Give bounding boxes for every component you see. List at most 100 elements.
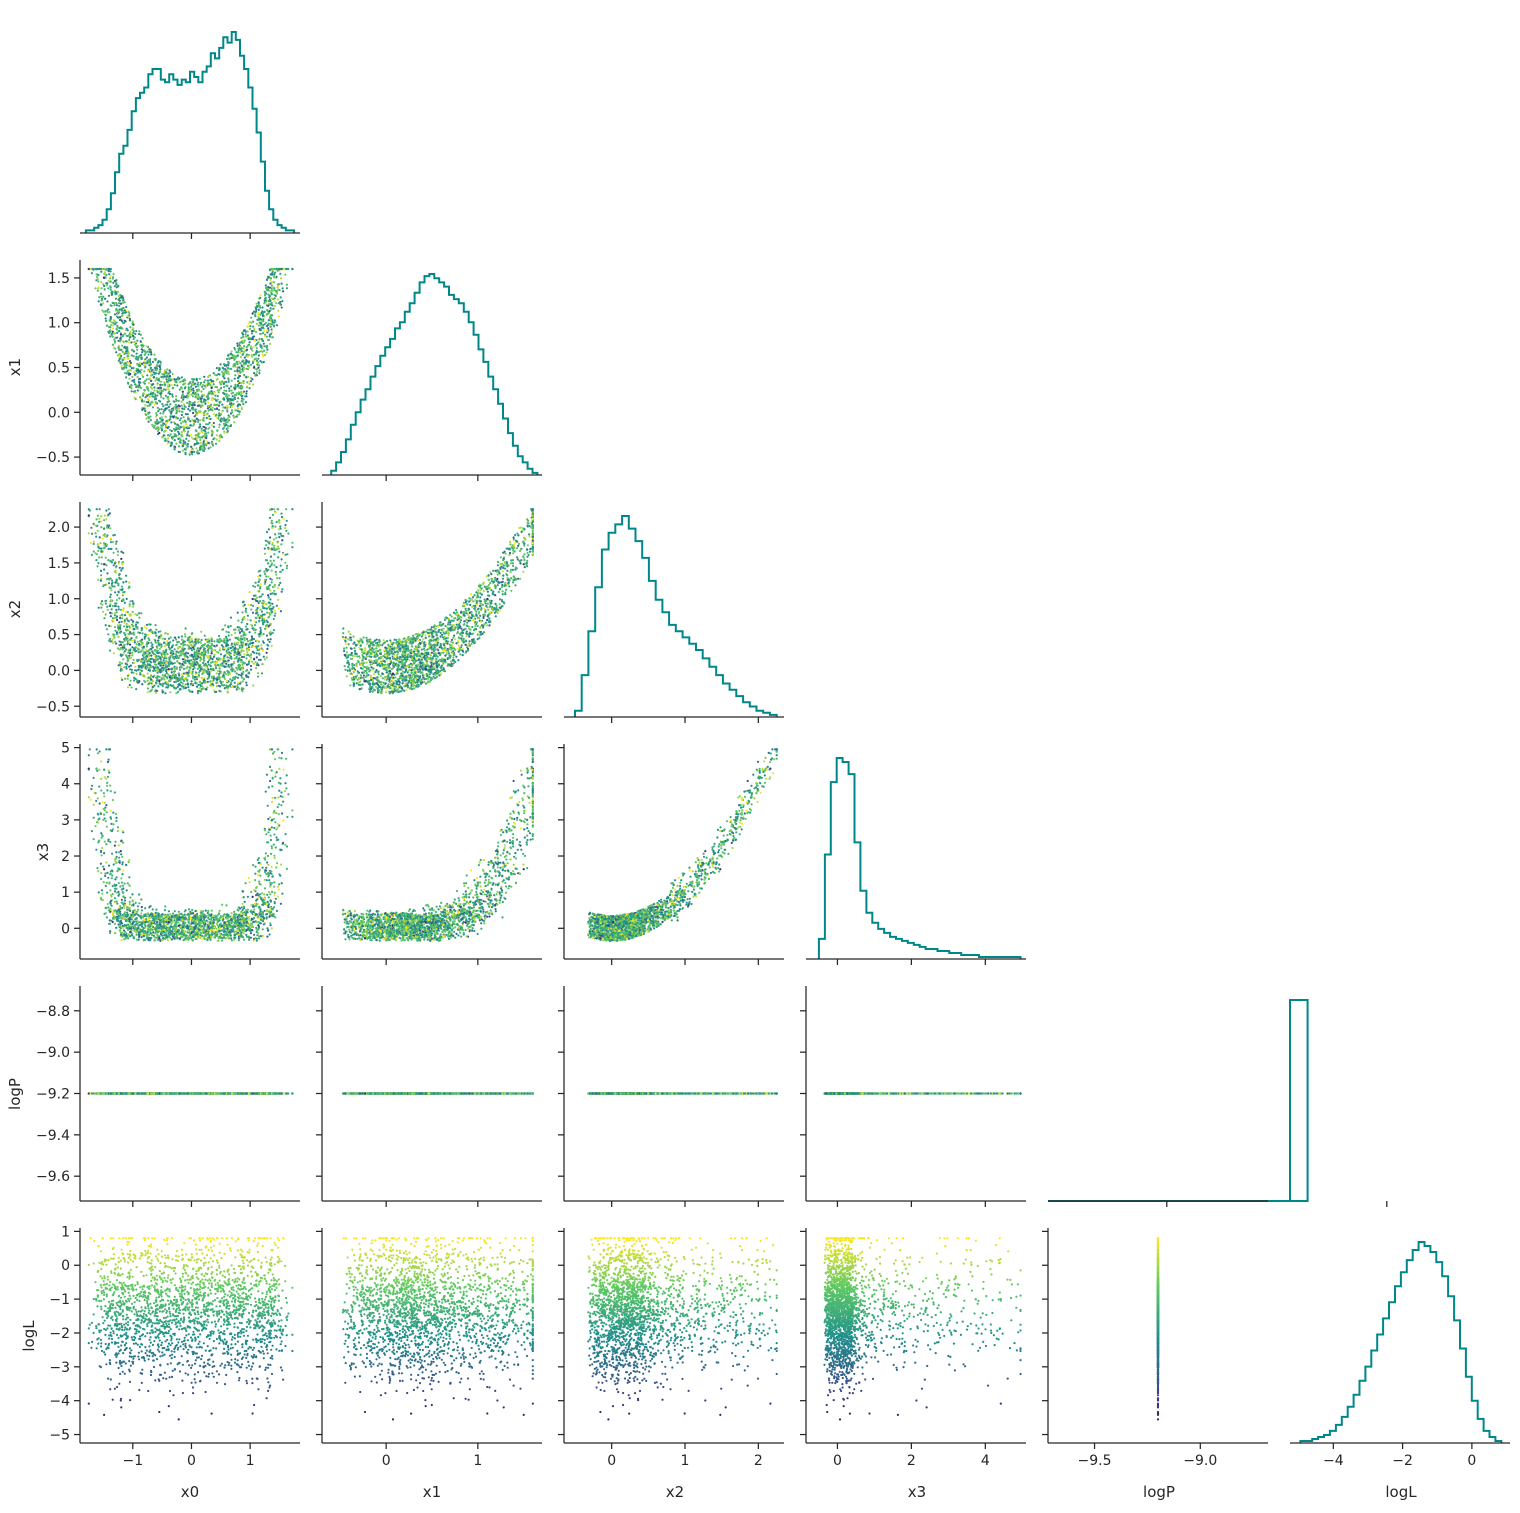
point [271, 289, 273, 291]
point [185, 627, 187, 629]
point [257, 645, 259, 647]
point [237, 404, 239, 406]
point [93, 541, 95, 543]
point [212, 444, 214, 446]
point [182, 399, 184, 401]
point [236, 669, 238, 671]
point [203, 651, 205, 653]
point [206, 384, 208, 386]
point [230, 385, 232, 387]
point [174, 446, 176, 448]
point [258, 372, 260, 374]
point [175, 380, 177, 382]
point [165, 686, 167, 688]
point [112, 605, 114, 607]
point [213, 661, 215, 663]
point [188, 689, 190, 691]
point [208, 659, 210, 661]
point [218, 673, 220, 675]
point [157, 650, 159, 652]
point [258, 581, 260, 583]
point [234, 363, 236, 365]
point [241, 648, 243, 650]
point [131, 390, 133, 392]
point [173, 400, 175, 402]
point [112, 541, 114, 543]
point [198, 650, 200, 652]
point [156, 690, 158, 692]
point [258, 354, 260, 356]
point [174, 433, 176, 435]
point [249, 631, 251, 633]
point [265, 571, 267, 573]
point [221, 436, 223, 438]
point [230, 357, 232, 359]
point [113, 339, 115, 341]
point [271, 611, 273, 613]
point [265, 284, 267, 286]
point [203, 679, 205, 681]
point [152, 424, 154, 426]
point [185, 687, 187, 689]
point [258, 309, 260, 311]
point [219, 424, 221, 426]
point [179, 426, 181, 428]
point [146, 362, 148, 364]
point [199, 665, 201, 667]
point [119, 300, 121, 302]
point [169, 675, 171, 677]
point [200, 390, 202, 392]
point [259, 307, 261, 309]
point [192, 384, 194, 386]
point [212, 398, 214, 400]
point [160, 387, 162, 389]
point [181, 411, 183, 413]
point [266, 304, 268, 306]
point [213, 689, 215, 691]
point [133, 355, 135, 357]
point [483, 631, 485, 633]
point [247, 337, 249, 339]
point [155, 367, 157, 369]
point [184, 641, 186, 643]
point [179, 405, 181, 407]
point [263, 343, 265, 345]
point [256, 640, 258, 642]
point [227, 644, 229, 646]
point [227, 367, 229, 369]
point [172, 653, 174, 655]
point [165, 416, 167, 418]
point [171, 671, 173, 673]
point [267, 541, 269, 543]
point [100, 602, 102, 604]
point [122, 641, 124, 643]
point [255, 373, 257, 375]
point [180, 665, 182, 667]
point [237, 661, 239, 663]
point [122, 328, 124, 330]
point [159, 683, 161, 685]
point [282, 268, 284, 270]
point [154, 425, 156, 427]
point [201, 405, 203, 407]
point [176, 384, 178, 386]
point [94, 287, 96, 289]
point [252, 612, 254, 614]
point [497, 561, 499, 563]
point [119, 316, 121, 318]
point [234, 682, 236, 684]
point [149, 361, 151, 363]
point [181, 414, 183, 416]
point [106, 325, 108, 327]
point [167, 406, 169, 408]
point [131, 669, 133, 671]
point [188, 641, 190, 643]
point [156, 670, 158, 672]
point [130, 387, 132, 389]
point [172, 656, 174, 658]
point [213, 654, 215, 656]
point [144, 383, 146, 385]
point [235, 667, 237, 669]
point [104, 288, 106, 290]
